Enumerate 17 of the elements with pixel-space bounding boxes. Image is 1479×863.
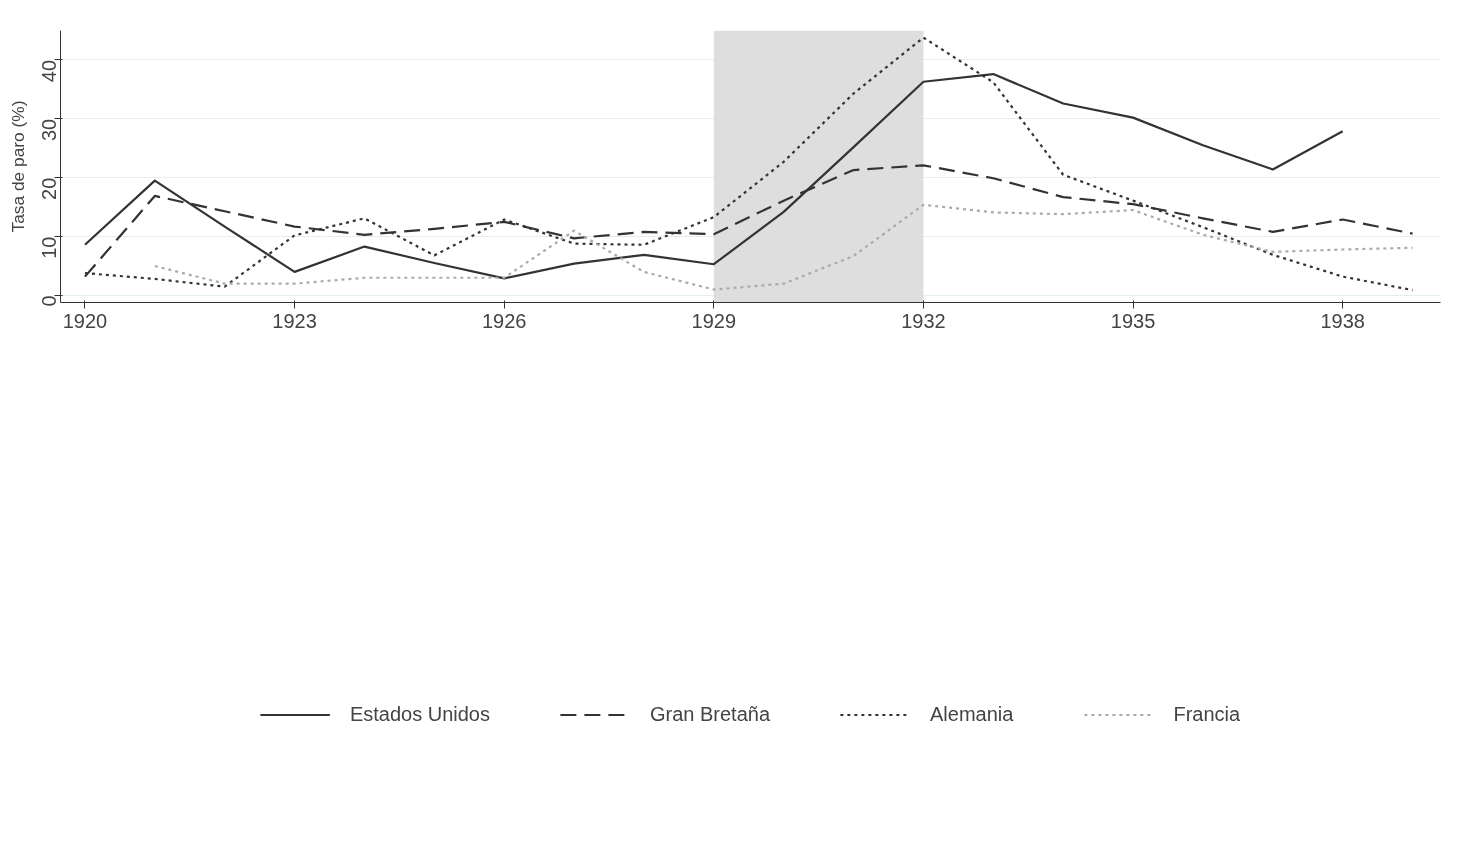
legend-label: Francia [1173, 702, 1241, 726]
y-tick-label: 10 [38, 236, 61, 259]
y-tick-label: 30 [38, 118, 61, 142]
x-tick-label: 1938 [1320, 309, 1365, 332]
y-tick-label: 20 [38, 177, 61, 200]
x-tick-label: 1935 [1110, 309, 1156, 332]
x-tick-label: 1920 [62, 309, 108, 332]
x-tick-label: 1932 [901, 309, 946, 332]
y-tick-label: 40 [38, 59, 61, 83]
y-tick-label: 0 [38, 295, 61, 307]
legend-label: Alemania [930, 702, 1014, 726]
y-axis-title: Tasa de paro (%) [7, 100, 28, 233]
legend-label: Gran Bretaña [649, 702, 771, 726]
legend-label: Estados Unidos [349, 702, 490, 726]
x-tick-label: 1923 [272, 309, 317, 332]
x-tick-label: 1926 [481, 309, 527, 332]
x-tick-label: 1929 [691, 309, 737, 332]
